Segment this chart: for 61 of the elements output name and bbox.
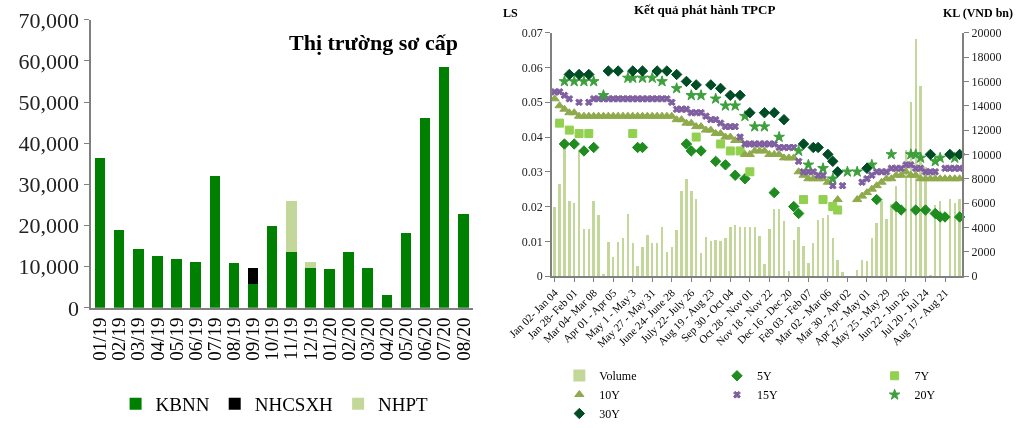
x-tick-label: 08/20 — [452, 317, 474, 361]
x-tick-label: 07/19 — [203, 317, 225, 361]
y2-tick-label: 6000 — [971, 196, 996, 211]
y-tick-label: 50,000 — [18, 89, 80, 115]
y-tick-label: 0.02 — [521, 199, 543, 214]
y2-tick-label: 0 — [971, 269, 978, 284]
x-tick-label: 05/19 — [165, 317, 187, 361]
x-tick-label: 01/19 — [89, 317, 111, 361]
x-tick-label: 06/20 — [414, 317, 436, 361]
x-tick-label: 02/19 — [108, 317, 130, 361]
y-tick-label: 40,000 — [18, 130, 80, 156]
legend-label: Volume — [599, 369, 637, 384]
y2-tick-label: 14000 — [971, 98, 1002, 113]
y-tick-label: 0.03 — [521, 164, 543, 179]
y-tick-label: 0.04 — [521, 130, 543, 145]
y-tick-label: 60,000 — [18, 48, 80, 74]
legend-label: 20Y — [914, 388, 936, 403]
x-tick-label: 06/19 — [184, 317, 206, 361]
legend-label: NHCSXH — [254, 394, 334, 416]
legend-label: 15Y — [756, 388, 778, 403]
x-tick-label: 03/20 — [356, 317, 378, 361]
y2-tick-label: 16000 — [971, 74, 1002, 89]
legend-label: 30Y — [599, 407, 621, 422]
y-tick-label: 30,000 — [18, 172, 80, 198]
y2-tick-label: 4000 — [971, 220, 996, 235]
y2-tick-label: 18000 — [971, 50, 1002, 65]
x-tick-label: 07/20 — [433, 317, 455, 361]
y2-tick-label: 2000 — [971, 244, 996, 259]
y2-tick-label: 8000 — [971, 171, 996, 186]
y-tick-label: 0 — [68, 295, 80, 321]
x-tick-label: 11/19 — [280, 317, 302, 361]
y-tick-label: 0 — [536, 269, 543, 284]
y-tick-label: 0.07 — [521, 25, 543, 40]
x-tick-label: 12/19 — [299, 317, 321, 361]
y-tick-label: 0.01 — [521, 234, 543, 249]
legend-label: KBNN — [155, 394, 210, 416]
x-tick-label: 10/19 — [261, 317, 283, 361]
y-tick-label: 0.05 — [521, 95, 543, 110]
y-tick-label: 70,000 — [18, 7, 80, 33]
x-tick-label: 03/19 — [127, 317, 149, 361]
x-tick-label: 01/20 — [318, 317, 340, 361]
legend-label: 7Y — [914, 369, 930, 384]
x-tick-label: 04/19 — [146, 317, 168, 361]
y-axis-title: LS — [503, 6, 518, 20]
legend-label: 5Y — [756, 369, 772, 384]
x-tick-label: 09/19 — [242, 317, 264, 361]
x-tick-label: 08/19 — [223, 317, 245, 361]
x-tick-label: 04/20 — [376, 317, 398, 361]
y-tick-label: 0.06 — [521, 60, 543, 75]
text: Thị trường sơ cấp — [289, 30, 458, 55]
legend-label: 10Y — [599, 388, 621, 403]
y2-tick-label: 12000 — [971, 123, 1002, 138]
y2-axis-title: KL (VND bn) — [943, 6, 1014, 20]
chart-title: Kết quả phát hành TPCP — [634, 2, 776, 17]
x-tick-label: 02/20 — [337, 317, 359, 361]
y2-tick-label: 10000 — [971, 147, 1002, 162]
x-tick-label: 05/20 — [395, 317, 417, 361]
y-tick-label: 10,000 — [18, 254, 80, 280]
y2-tick-label: 20000 — [971, 25, 1002, 40]
y-tick-label: 20,000 — [18, 213, 80, 239]
legend-label: NHPT — [378, 394, 429, 416]
